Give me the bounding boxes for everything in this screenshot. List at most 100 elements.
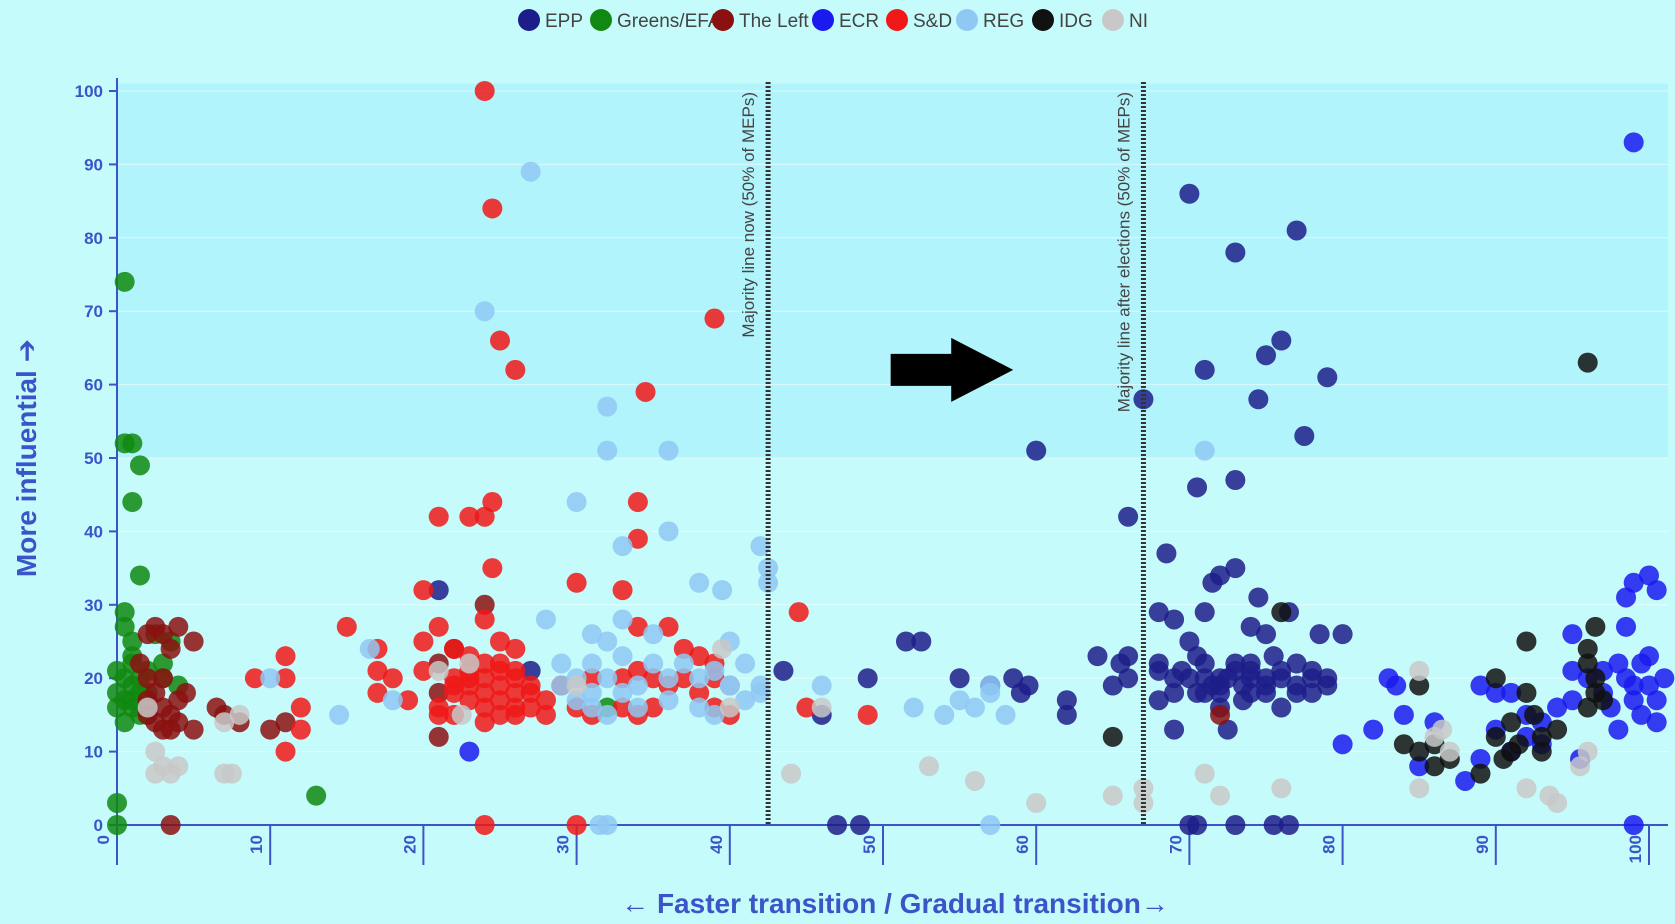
data-point[interactable]	[566, 675, 587, 696]
data-point[interactable]	[114, 712, 135, 733]
data-point[interactable]	[918, 756, 939, 777]
data-point[interactable]	[520, 161, 541, 182]
data-point[interactable]	[627, 660, 648, 681]
data-point[interactable]	[1585, 668, 1606, 689]
data-point[interactable]	[1646, 690, 1667, 711]
data-point[interactable]	[1393, 704, 1414, 725]
data-point[interactable]	[1225, 815, 1246, 835]
data-point[interactable]	[1102, 726, 1123, 747]
data-point[interactable]	[444, 682, 465, 703]
data-point[interactable]	[520, 697, 541, 718]
data-point[interactable]	[1248, 587, 1269, 608]
data-point[interactable]	[168, 712, 189, 733]
data-point[interactable]	[1187, 477, 1208, 498]
data-point[interactable]	[1409, 756, 1430, 777]
data-point[interactable]	[1332, 734, 1353, 755]
data-point[interactable]	[1317, 367, 1338, 388]
data-point[interactable]	[597, 440, 618, 461]
data-point[interactable]	[1409, 660, 1430, 681]
data-point[interactable]	[459, 506, 480, 527]
data-point[interactable]	[750, 682, 771, 703]
data-point[interactable]	[1194, 440, 1215, 461]
data-point[interactable]	[1263, 646, 1284, 667]
data-point[interactable]	[597, 631, 618, 652]
data-point[interactable]	[1225, 653, 1246, 674]
data-point[interactable]	[1470, 763, 1491, 784]
data-point[interactable]	[1501, 712, 1522, 733]
data-point[interactable]	[367, 682, 388, 703]
data-point[interactable]	[1524, 704, 1545, 725]
data-point[interactable]	[1317, 675, 1338, 696]
data-point[interactable]	[581, 653, 602, 674]
data-point[interactable]	[459, 668, 480, 689]
data-point[interactable]	[1531, 741, 1552, 762]
data-point[interactable]	[850, 815, 871, 835]
data-point[interactable]	[627, 492, 648, 513]
data-point[interactable]	[168, 616, 189, 637]
data-point[interactable]	[1562, 690, 1583, 711]
data-point[interactable]	[1148, 690, 1169, 711]
data-point[interactable]	[413, 580, 434, 601]
data-point[interactable]	[1577, 653, 1598, 674]
legend-item[interactable]: ECR	[812, 9, 879, 32]
data-point[interactable]	[183, 719, 204, 740]
data-point[interactable]	[719, 675, 740, 696]
data-point[interactable]	[1210, 785, 1231, 806]
data-point[interactable]	[581, 668, 602, 689]
data-point[interactable]	[490, 330, 510, 351]
data-point[interactable]	[535, 704, 556, 725]
data-point[interactable]	[275, 712, 296, 733]
data-point[interactable]	[980, 675, 1001, 696]
data-point[interactable]	[735, 653, 756, 674]
data-point[interactable]	[673, 668, 694, 689]
data-point[interactable]	[1187, 815, 1208, 835]
data-point[interactable]	[1646, 712, 1667, 733]
data-point[interactable]	[260, 719, 281, 740]
legend-item[interactable]: EPP	[518, 9, 583, 32]
data-point[interactable]	[160, 815, 181, 835]
data-point[interactable]	[505, 697, 526, 718]
data-point[interactable]	[1616, 587, 1637, 608]
data-point[interactable]	[535, 690, 556, 711]
data-point[interactable]	[129, 653, 150, 674]
data-point[interactable]	[1271, 330, 1292, 351]
data-point[interactable]	[1256, 345, 1276, 366]
data-point[interactable]	[1470, 748, 1491, 769]
data-point[interactable]	[612, 646, 633, 667]
data-point[interactable]	[1118, 668, 1139, 689]
data-point[interactable]	[597, 668, 618, 689]
data-point[interactable]	[367, 660, 388, 681]
data-point[interactable]	[490, 675, 510, 696]
data-point[interactable]	[704, 660, 725, 681]
data-point[interactable]	[1409, 741, 1430, 762]
data-point[interactable]	[949, 668, 970, 689]
data-point[interactable]	[1148, 653, 1169, 674]
data-point[interactable]	[1562, 624, 1583, 645]
data-point[interactable]	[107, 815, 127, 835]
data-point[interactable]	[107, 697, 127, 718]
data-point[interactable]	[1087, 646, 1108, 667]
data-point[interactable]	[413, 660, 434, 681]
data-point[interactable]	[1646, 580, 1667, 601]
data-point[interactable]	[114, 602, 135, 623]
data-point[interactable]	[658, 668, 679, 689]
data-point[interactable]	[1639, 565, 1659, 586]
data-point[interactable]	[612, 682, 633, 703]
data-point[interactable]	[505, 359, 526, 380]
data-point[interactable]	[129, 565, 150, 586]
data-point[interactable]	[566, 690, 587, 711]
data-point[interactable]	[643, 653, 664, 674]
data-point[interactable]	[612, 536, 633, 557]
data-point[interactable]	[911, 631, 932, 652]
data-point[interactable]	[627, 528, 648, 549]
data-point[interactable]	[490, 704, 510, 725]
data-point[interactable]	[857, 668, 878, 689]
data-point[interactable]	[1455, 770, 1476, 791]
data-point[interactable]	[1102, 785, 1123, 806]
data-point[interactable]	[1309, 624, 1330, 645]
data-point[interactable]	[1547, 697, 1568, 718]
data-point[interactable]	[244, 668, 265, 689]
data-point[interactable]	[474, 301, 495, 322]
data-point[interactable]	[1286, 653, 1307, 674]
data-point[interactable]	[643, 668, 664, 689]
